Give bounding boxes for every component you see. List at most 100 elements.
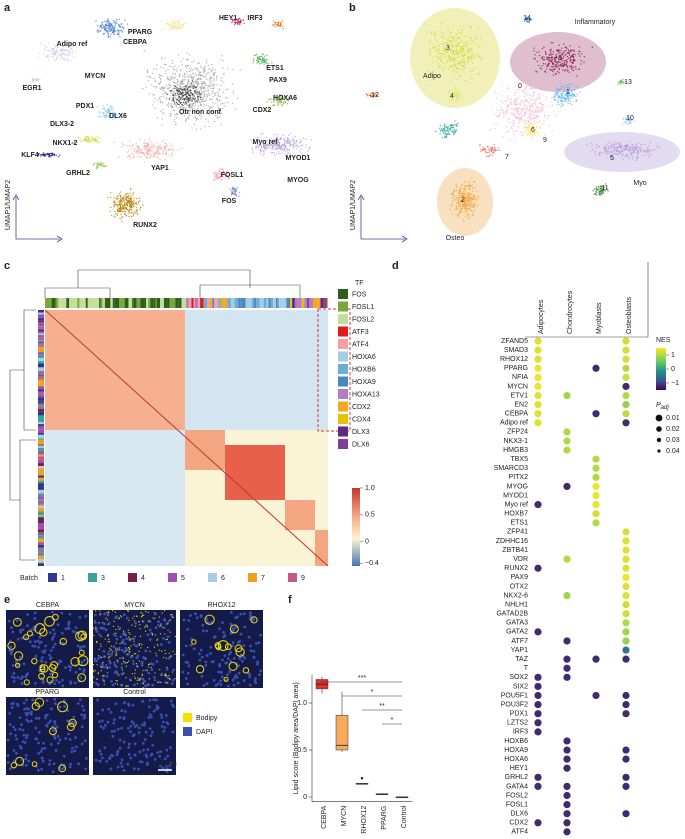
batch-bar [38, 483, 44, 487]
cell-dot [179, 73, 182, 76]
cell-dot [500, 99, 503, 102]
cell-dot [628, 157, 630, 159]
cell-dot [532, 94, 535, 97]
cell-dot [146, 75, 148, 78]
cell-dot [540, 106, 542, 109]
cell-dot [94, 141, 96, 143]
cell-dot [164, 91, 167, 94]
cell-dot [526, 108, 529, 110]
cell-dot [103, 108, 105, 110]
cell-dot [439, 130, 442, 132]
cluster-label: MYCN [85, 73, 106, 80]
cell-dot [273, 152, 275, 154]
tf-bar [315, 298, 318, 308]
cell-dot [560, 49, 562, 52]
cell-dot [461, 211, 463, 213]
cell-dot [118, 203, 121, 206]
cell-dot [270, 101, 273, 104]
cell-dot [436, 60, 438, 62]
cell-dot [113, 197, 115, 199]
cell-dot [452, 126, 454, 129]
legend-swatch [338, 426, 348, 437]
cell-dot [263, 150, 265, 152]
dot [592, 510, 600, 518]
cell-dot [451, 46, 454, 48]
cell-dot [443, 42, 445, 44]
cell-dot [60, 58, 62, 60]
cell-dot [178, 88, 180, 90]
cell-dot [525, 110, 527, 112]
cell-dot [220, 172, 223, 174]
row-label: IRF3 [513, 729, 528, 736]
cell-dot [299, 141, 301, 143]
cell-dot [233, 24, 236, 26]
cell-dot [207, 65, 209, 67]
cell-dot [140, 150, 143, 152]
cell-dot [215, 115, 217, 117]
cell-dot [222, 171, 225, 173]
batch-bar [38, 563, 44, 566]
dot [534, 819, 542, 827]
cell-dot [105, 113, 108, 115]
cell-dot [169, 86, 171, 89]
cell-dot [299, 139, 302, 141]
cell-dot [118, 29, 120, 31]
cell-dot [118, 202, 121, 204]
cell-dot [491, 151, 494, 154]
cell-dot [467, 58, 469, 60]
cell-dot [478, 73, 481, 76]
cell-dot [597, 186, 599, 188]
cell-dot [536, 121, 539, 124]
cell-dot [174, 25, 176, 27]
cell-dot [520, 118, 522, 121]
cell-dot [159, 153, 161, 155]
cell-dot [557, 97, 560, 99]
cell-dot [96, 30, 98, 32]
cell-dot [296, 148, 298, 150]
cell-dot [523, 95, 525, 98]
row-label: MYCN [507, 383, 528, 390]
cell-dot [271, 62, 273, 64]
cell-dot [108, 109, 111, 112]
cell-dot [438, 63, 440, 65]
cell-dot [446, 51, 448, 54]
cell-dot [497, 109, 500, 112]
cell-dot [207, 92, 210, 94]
cell-dot [471, 204, 473, 206]
cell-dot [34, 78, 36, 81]
tf-bar [198, 298, 201, 308]
cell-dot [210, 82, 212, 85]
cell-dot [130, 188, 132, 191]
cell-dot [441, 53, 444, 55]
cell-dot [130, 157, 132, 160]
cell-dot [174, 85, 177, 88]
cell-dot [203, 75, 205, 78]
cell-dot [282, 149, 284, 152]
cell-dot [179, 19, 181, 21]
cell-dot [55, 154, 58, 156]
cell-dot [281, 152, 283, 154]
cell-dot [448, 90, 450, 92]
cell-dot [53, 43, 55, 46]
cell-dot [185, 95, 188, 98]
cell-dot [466, 213, 468, 215]
cell-dot [215, 175, 218, 177]
dot [622, 810, 630, 818]
dot [592, 491, 600, 500]
cell-dot [195, 119, 197, 121]
cell-dot [110, 105, 113, 107]
cell-dot [469, 48, 472, 51]
cell-dot [517, 109, 520, 111]
cell-dot [47, 155, 50, 158]
cell-dot [253, 142, 255, 144]
cluster-label: FOS [222, 198, 237, 205]
cell-dot [435, 130, 437, 133]
cell-dot [455, 205, 457, 207]
cell-dot [131, 204, 133, 207]
cell-dot [557, 100, 559, 102]
cell-dot [275, 97, 278, 100]
cell-dot [214, 69, 216, 71]
cell-dot [193, 82, 195, 85]
tf-bar [111, 298, 113, 308]
